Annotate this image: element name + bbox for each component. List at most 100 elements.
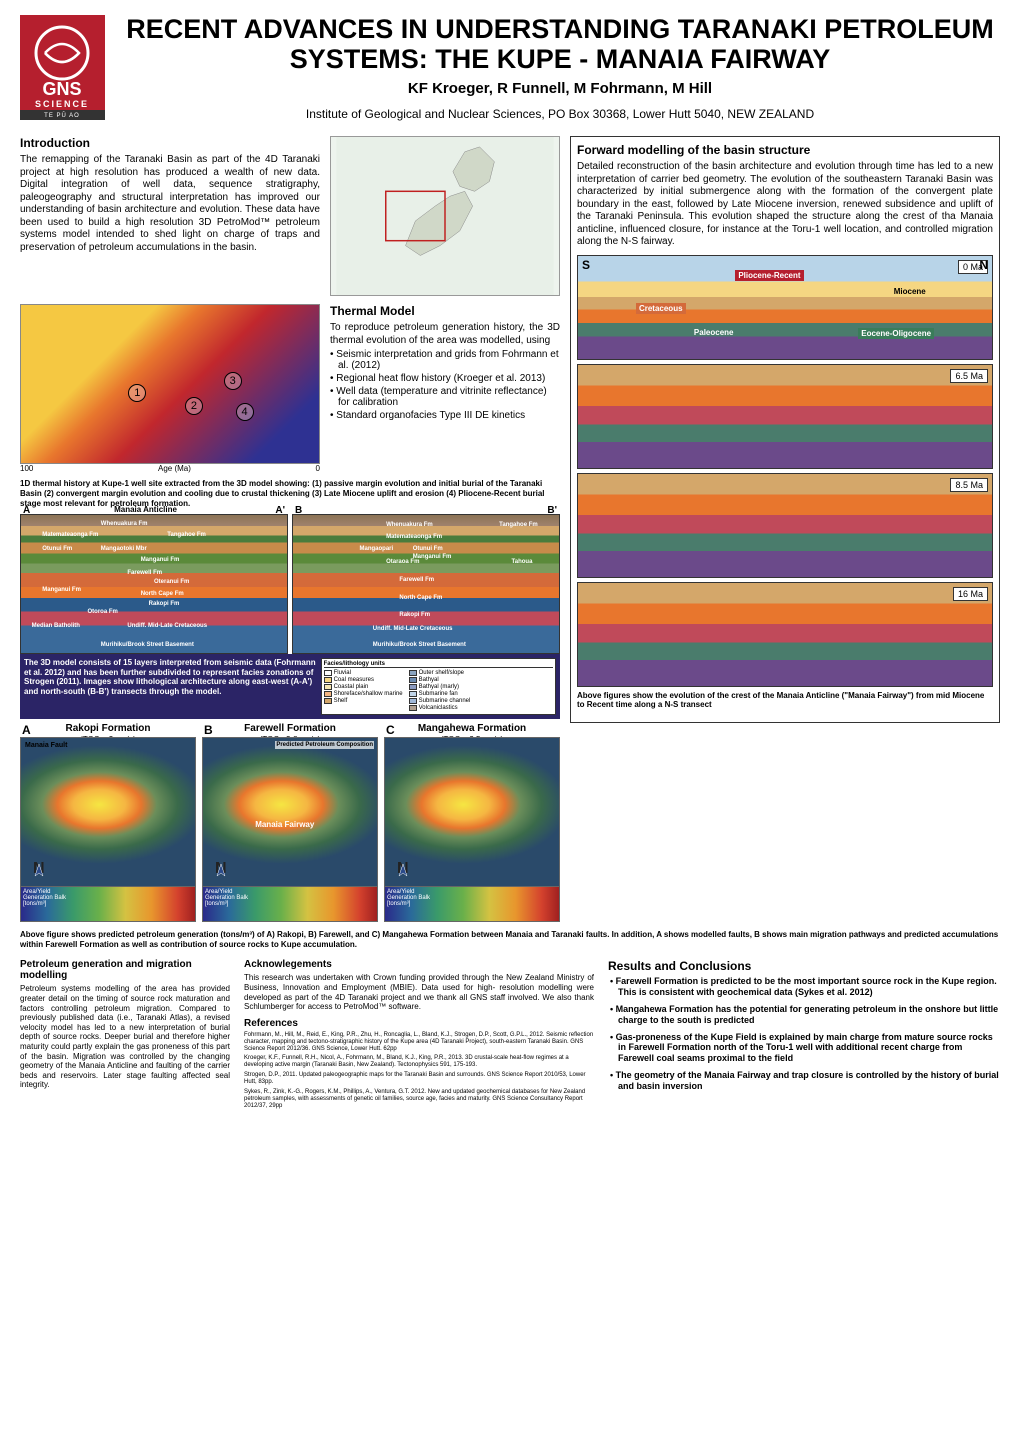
left-column: Introduction The remapping of the Tarana…	[20, 136, 560, 926]
ref-item: Fohrmann, M., Hill, M., Reid, E., King, …	[244, 1032, 594, 1053]
header-text: RECENT ADVANCES IN UNDERSTANDING TARANAK…	[120, 15, 1000, 121]
petroleum-legend-title: Predicted Petroleum Composition	[275, 741, 374, 749]
evolution-panel-3: 16 Ma	[577, 582, 993, 687]
ack-text: This research was undertaken with Crown …	[244, 973, 594, 1011]
results-col: Results and Conclusions • Farewell Forma…	[608, 959, 1000, 1112]
fm-label: Tangahoe Fm	[167, 532, 206, 538]
thermal-bullet: • Seismic interpretation and grids from …	[338, 349, 560, 371]
ref-item: Sykes, R., Zink, K.-G., Rogers, K.M., Ph…	[244, 1089, 594, 1110]
thermal-intro: To reproduce petroleum generation histor…	[330, 322, 560, 347]
legend-title: Facies/lithology units	[324, 661, 553, 668]
intro-heading: Introduction	[20, 136, 320, 150]
fm-label: Whenuakura Fm	[101, 521, 148, 527]
ref-item: Strogen, D.P., 2011. Updated paleogeogra…	[244, 1072, 594, 1086]
ack-heading: Acknowlegements	[244, 959, 594, 970]
era-label: Paleocene	[694, 328, 734, 337]
evo-time-label: 8.5 Ma	[950, 478, 988, 492]
model-caption-text: The 3D model consists of 15 layers inter…	[24, 658, 317, 696]
fm-label: Manganui Fm	[42, 587, 81, 593]
cross-sections: A Manaia Anticline A' Whenuakura Fm Mate…	[20, 514, 560, 654]
era-label: Eocene-Oligocene	[858, 328, 934, 339]
intro-text-block: Introduction The remapping of the Tarana…	[20, 136, 320, 296]
label-b-prime: B'	[547, 505, 557, 516]
fwd-text: Detailed reconstruction of the basin arc…	[577, 161, 993, 249]
fm-label: Otaraoa Fm	[386, 559, 419, 565]
petmod-text: Petroleum systems modelling of the area …	[20, 984, 230, 1090]
phase-1: 1	[128, 384, 146, 402]
thermal-block: 1 2 3 4 100 Age (Ma) 0 Thermal Model To …	[20, 304, 560, 473]
ref-item: Kroeger, K.F., Funnell, R.H., Nicol, A.,…	[244, 1055, 594, 1069]
fm-label: Tahoua	[512, 559, 533, 565]
panel-b-title: Farewell Formation	[244, 723, 336, 734]
scale-label: Area/Yield Generation Balk [tons/m³]	[23, 889, 66, 907]
fwd-heading: Forward modelling of the basin structure	[577, 143, 993, 157]
fwd-caption: Above figures show the evolution of the …	[577, 691, 993, 710]
era-label: Pliocene-Recent	[735, 270, 803, 281]
poster-root: GNS SCIENCE TE PŪ AO RECENT ADVANCES IN …	[0, 0, 1020, 1133]
poster-title: RECENT ADVANCES IN UNDERSTANDING TARANAK…	[120, 15, 1000, 74]
legend-row: Coastal plain	[324, 684, 403, 690]
petroleum-modelling-col: Petroleum generation and migration model…	[20, 959, 230, 1112]
fm-label: Matemateaonga Fm	[386, 534, 442, 540]
evolution-panel-2: 8.5 Ma	[577, 473, 993, 578]
label-b: B	[295, 505, 302, 516]
thermal-xmax: 0	[316, 464, 320, 473]
svg-text:TE PŪ AO: TE PŪ AO	[44, 112, 80, 119]
thermal-xlabel: Age (Ma)	[158, 464, 191, 473]
intro-block: Introduction The remapping of the Tarana…	[20, 136, 560, 296]
forward-modelling-box: Forward modelling of the basin structure…	[570, 136, 1000, 723]
fm-label: Mangaopari	[360, 546, 394, 552]
evolution-panel-1: 6.5 Ma	[577, 364, 993, 469]
fm-label: Oteranui Fm	[154, 579, 189, 585]
manaia-fault-label: Manaia Fault	[25, 742, 67, 749]
fm-label: Matemateaonga Fm	[42, 532, 98, 538]
cross-section-a: A Manaia Anticline A' Whenuakura Fm Mate…	[20, 514, 288, 654]
gns-logo: GNS SCIENCE TE PŪ AO	[20, 15, 105, 120]
label-south: S	[582, 258, 590, 272]
era-label: Miocene	[894, 287, 926, 296]
thermal-bullet: • Regional heat flow history (Kroeger et…	[338, 373, 560, 384]
panel-a-map: Manaia Fault N	[20, 737, 196, 887]
legend-row: Submarine channel	[409, 698, 471, 704]
thermal-x-axis: 100 Age (Ma) 0	[20, 464, 320, 473]
facies-legend-wrap: Facies/lithology units FluvialCoal measu…	[321, 658, 556, 715]
fm-label: Median Batholith	[32, 623, 80, 629]
fm-label: Otunui Fm	[42, 546, 72, 552]
legend-row: Outer shelf/slope	[409, 670, 471, 676]
thermal-bullet: • Well data (temperature and vitrinite r…	[338, 386, 560, 408]
label-a-prime: A'	[275, 505, 285, 516]
fm-label: Otoroa Fm	[88, 609, 118, 615]
institute: Institute of Geological and Nuclear Scie…	[120, 107, 1000, 121]
panel-c-scale: Area/Yield Generation Balk [tons/m³]	[384, 887, 560, 922]
fm-label: Murihiku/Brook Street Basement	[373, 642, 466, 648]
ack-refs-col: Acknowlegements This research was undert…	[244, 959, 594, 1112]
legend-row: Volcaniclastics	[409, 705, 471, 711]
thermal-bullet: • Standard organofacies Type III DE kine…	[338, 410, 560, 421]
panel-c-map: N	[384, 737, 560, 887]
panel-c-label: C	[386, 723, 395, 737]
panel-b-scale: Area/Yield Generation Balk [tons/m³]	[202, 887, 378, 922]
petmod-heading: Petroleum generation and migration model…	[20, 959, 230, 981]
thermal-text: Thermal Model To reproduce petroleum gen…	[330, 304, 560, 473]
evo-time-label: 6.5 Ma	[950, 369, 988, 383]
thermal-chart: 1 2 3 4	[20, 304, 320, 464]
results-heading: Results and Conclusions	[608, 959, 1000, 973]
header: GNS SCIENCE TE PŪ AO RECENT ADVANCES IN …	[20, 15, 1000, 121]
abc-row: A Rakopi Formation (TOC = 3 mg/g) Manaia…	[20, 737, 560, 922]
phase-4: 4	[236, 403, 254, 421]
svg-text:SCIENCE: SCIENCE	[35, 99, 89, 109]
evolution-panel-0: 0 Ma S N Pliocene-Recent Miocene Cretace…	[577, 255, 993, 360]
panel-c-title: Mangahewa Formation	[418, 723, 526, 734]
right-column: Forward modelling of the basin structure…	[570, 136, 1000, 926]
thermal-heading: Thermal Model	[330, 304, 560, 318]
panel-a-label: A	[22, 723, 31, 737]
refs-heading: References	[244, 1018, 594, 1029]
fm-label: Farewell Fm	[127, 570, 162, 576]
fm-label: Rakopi Fm	[399, 612, 430, 618]
abc-caption: Above figure shows predicted petroleum g…	[20, 930, 1000, 949]
phase-2: 2	[185, 397, 203, 415]
scale-label: Area/Yield Generation Balk [tons/m³]	[387, 889, 430, 907]
label-anticline: Manaia Anticline	[114, 505, 177, 514]
fm-label: Manganui Fm	[141, 557, 180, 563]
fm-label: Undiff. Mid-Late Cretaceous	[373, 626, 453, 632]
